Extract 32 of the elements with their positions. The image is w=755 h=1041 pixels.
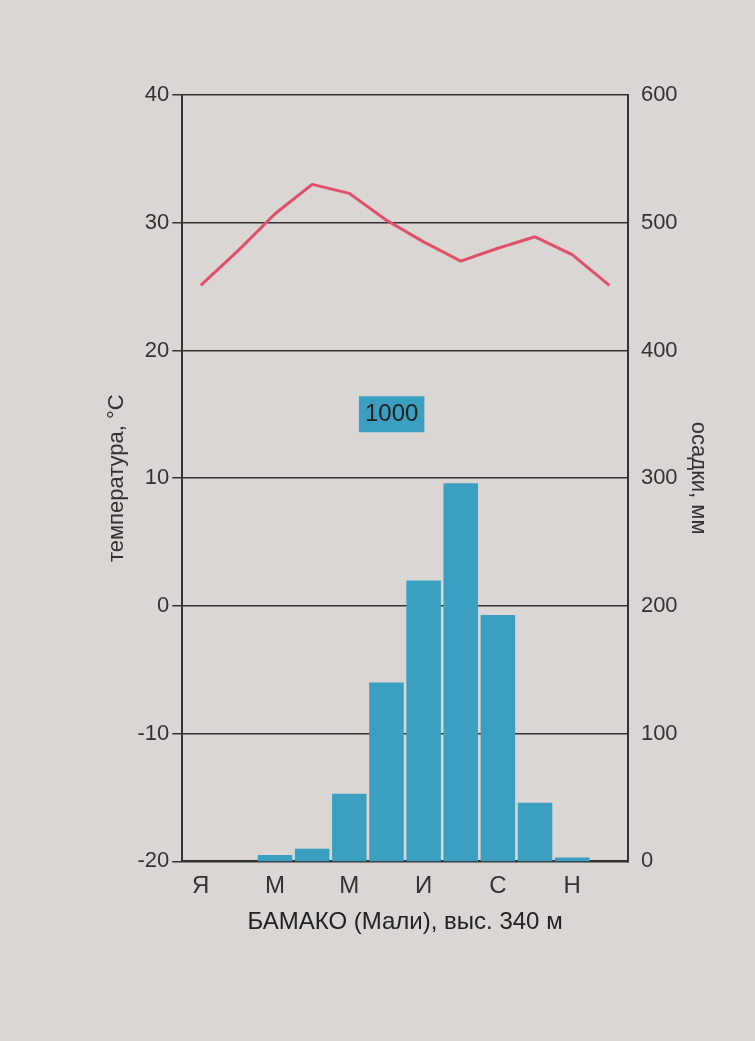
bar xyxy=(406,580,441,862)
bar xyxy=(443,483,479,862)
bar xyxy=(294,848,330,862)
x-tick-label: Я xyxy=(192,871,210,899)
y2-axis-title: осадки, мм xyxy=(686,421,712,535)
bar xyxy=(332,793,367,862)
x-axis-title: БАМАКО (Мали), выс. 340 м xyxy=(247,907,563,935)
y-tick-label: 30 xyxy=(144,208,170,234)
y-tick-label: 10 xyxy=(144,464,170,490)
y2-tick-label: 400 xyxy=(640,336,678,362)
x-tick-label: М xyxy=(265,871,286,899)
y-tick-label: 0 xyxy=(156,592,170,617)
y2-tick-label: 300 xyxy=(640,464,678,490)
y2-tick-label: 100 xyxy=(640,719,678,745)
bar xyxy=(369,682,404,862)
x-tick-label: М xyxy=(339,871,360,899)
y2-tick-label: 0 xyxy=(640,847,654,873)
annotation: 1000 xyxy=(364,398,419,426)
bar xyxy=(257,855,293,862)
y-tick-label: -20 xyxy=(137,847,170,873)
y2-tick-label: 600 xyxy=(640,81,678,107)
y2-tick-label: 200 xyxy=(640,592,678,617)
y2-tick-label: 500 xyxy=(640,208,678,234)
x-tick-label: С xyxy=(489,871,507,899)
x-tick-label: Н xyxy=(563,871,581,899)
bar xyxy=(480,614,516,862)
x-tick-label: И xyxy=(414,871,433,899)
y-tick-label: 40 xyxy=(144,81,170,107)
y-axis-title: температура, °С xyxy=(103,394,129,563)
bar xyxy=(517,802,553,862)
y-tick-label: 20 xyxy=(144,336,170,362)
y-tick-label: -10 xyxy=(137,719,170,745)
